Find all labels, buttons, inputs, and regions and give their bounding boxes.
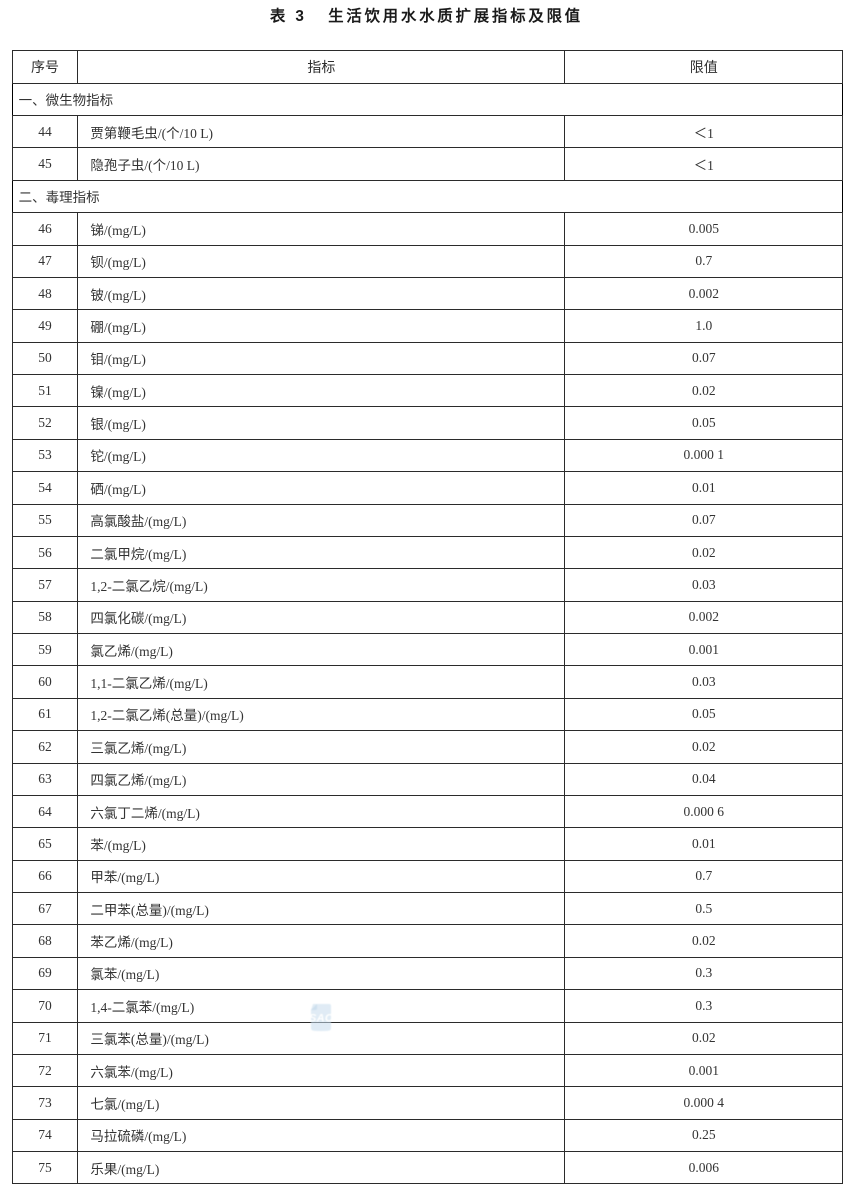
svg-text:SAC: SAC — [309, 1013, 334, 1025]
